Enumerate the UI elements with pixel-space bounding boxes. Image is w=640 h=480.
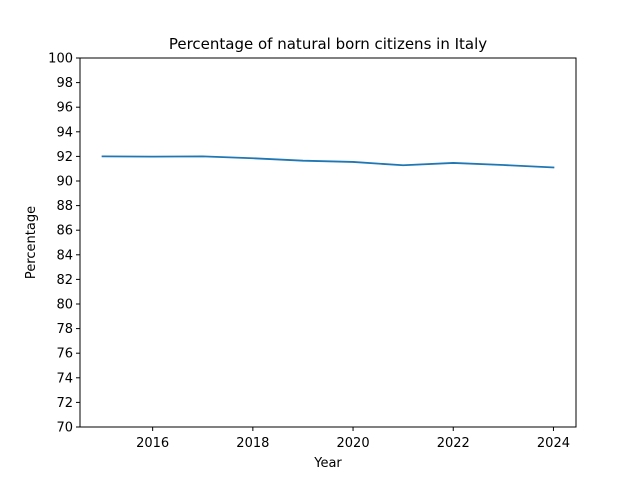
- y-tick-label: 96: [56, 101, 73, 116]
- series-layer: [101, 155, 555, 169]
- x-tick-label: 2020: [337, 436, 370, 451]
- y-tick-label: 70: [56, 421, 73, 436]
- x-axis-label: Year: [313, 456, 342, 471]
- x-axis-ticks: 2016 2018 2020 2022 2024: [136, 427, 570, 451]
- y-tick-label: 100: [48, 52, 73, 67]
- series-line: [101, 155, 555, 169]
- y-tick-label: 74: [56, 371, 73, 386]
- y-tick-label: 78: [56, 322, 73, 337]
- y-tick-label: 92: [56, 150, 73, 165]
- y-tick-label: 72: [56, 396, 73, 411]
- x-tick-label: 2016: [136, 436, 169, 451]
- y-tick-label: 88: [56, 199, 73, 214]
- y-axis-ticks: 70 72 74 76 78 80 82 84 86 88 90 92 94 96 98 100: [48, 52, 80, 436]
- x-tick-label: 2024: [537, 436, 570, 451]
- y-tick-label: 76: [56, 347, 73, 362]
- y-tick-label: 80: [56, 298, 73, 313]
- y-tick-label: 98: [56, 76, 73, 91]
- chart-title: Percentage of natural born citizens in I…: [169, 35, 487, 53]
- x-tick-label: 2018: [236, 436, 269, 451]
- x-tick-label: 2022: [437, 436, 470, 451]
- y-tick-label: 94: [56, 125, 73, 140]
- y-tick-label: 84: [56, 248, 73, 263]
- y-axis-label: Percentage: [24, 206, 39, 279]
- y-tick-label: 86: [56, 224, 73, 239]
- y-tick-label: 90: [56, 175, 73, 190]
- y-tick-label: 82: [56, 273, 73, 288]
- plot-frame: [79, 57, 577, 428]
